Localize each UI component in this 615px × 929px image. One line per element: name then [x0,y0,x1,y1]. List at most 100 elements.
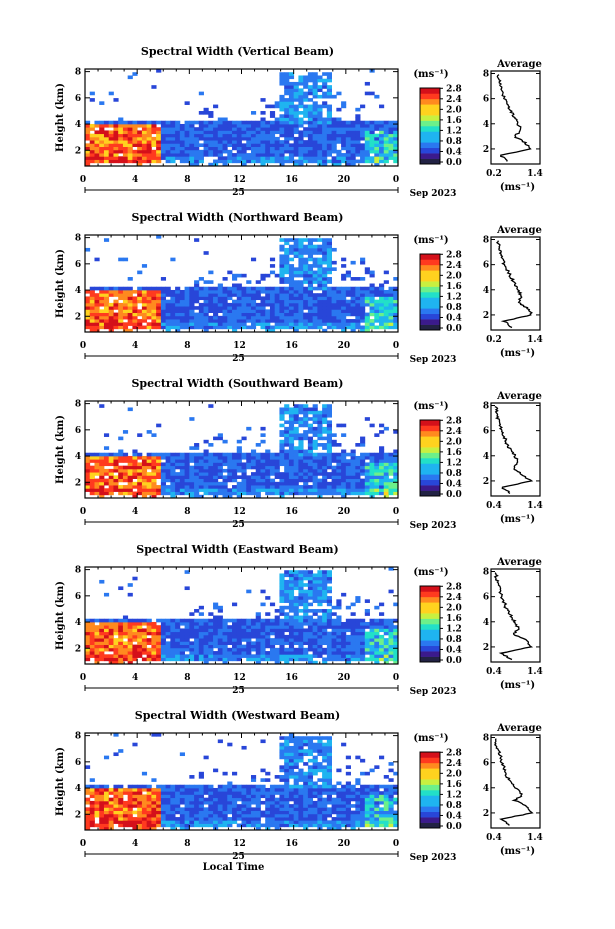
heatmap-cell [85,156,91,160]
heatmap-cell [108,618,114,623]
heatmap-cell [132,127,138,131]
heatmap-cell [198,277,204,281]
heatmap-cell [141,651,148,655]
x-tick-label: 8 [184,341,190,351]
heatmap-cell [113,149,119,154]
heatmap-cell [241,146,247,151]
heatmap-cell [364,153,370,157]
x-tick-label: 12 [233,507,246,517]
heatmap-cell [369,289,375,294]
heatmap-cell [170,823,176,828]
heatmap-cell [279,583,285,587]
heatmap-cell [165,791,171,795]
heatmap-cell [236,136,242,141]
heatmap-cell [284,260,290,265]
heatmap-cell [222,823,228,828]
heatmap-cell [288,319,295,323]
heatmap-cell [170,494,176,499]
heatmap-cell [355,647,361,652]
heatmap-cell [89,804,95,808]
heatmap-cell [288,596,295,600]
heatmap-cell [246,319,252,323]
heatmap-cell [146,804,152,808]
heatmap-cell [141,153,148,157]
heatmap-cell [113,631,119,636]
heatmap-cell [170,817,176,821]
heatmap-cell [203,784,209,789]
heatmap-cell [345,299,351,304]
heatmap-cell [85,315,91,320]
heatmap-cell [388,312,394,317]
heatmap-cell [279,273,285,278]
heatmap-cell [364,488,370,492]
heatmap-cell [279,654,285,658]
heatmap-cell [293,436,299,441]
heatmap-cell [85,130,91,135]
heatmap-cell [113,98,119,102]
heatmap-cell [118,478,124,483]
heatmap-cell [360,130,366,135]
y-axis-label: Height (km) [55,83,66,152]
heatmap-cell [350,299,356,304]
heatmap-cell [274,315,280,320]
heatmap-cell [241,153,247,157]
heatmap-cell [269,136,276,141]
heatmap-cell [298,423,304,428]
heatmap-cell [236,641,242,645]
heatmap-cell [127,791,133,795]
heatmap-cell [303,149,309,154]
heatmap-cell [326,107,332,112]
heatmap-cell [189,481,195,486]
heatmap-cell [99,791,105,795]
heatmap-cell [293,599,299,603]
heatmap-cell [331,312,337,317]
heatmap-cell [232,133,238,138]
heatmap-cell [341,628,347,633]
heatmap-cell [393,651,399,655]
heatmap-cell [274,491,280,496]
heatmap-cell [293,254,299,259]
heatmap-cell [317,107,323,112]
heatmap-cell [151,302,157,307]
heatmap-cell [374,641,380,645]
heatmap-cell [222,462,228,467]
heatmap-cell [213,813,219,818]
heatmap-cell [103,446,110,450]
heatmap-cell [132,618,138,623]
heatmap-cell [127,475,133,479]
heatmap-cell [165,306,171,310]
heatmap-cell [222,485,228,489]
heatmap-cell [350,654,356,658]
heatmap-cell [265,631,271,636]
heatmap-cell [317,306,323,310]
heatmap-cell [141,309,148,313]
heatmap-cell [288,625,295,629]
heatmap-cell [326,247,332,252]
heatmap-cell [322,430,328,434]
heatmap-cell [341,101,347,105]
heatmap-cell [137,651,143,655]
heatmap-cell [236,654,242,658]
heatmap-cell [179,784,185,789]
heatmap-cell [350,621,356,626]
heatmap-cell [94,130,100,135]
heatmap-cell [279,657,285,662]
heatmap-cell [156,791,162,795]
heatmap-cell [160,807,167,811]
heatmap-cell [265,462,271,467]
heatmap-cell [293,104,299,109]
heatmap-cell [341,130,347,135]
heatmap-cell [113,468,119,473]
heatmap-cell [360,647,366,652]
heatmap-cell [288,615,295,620]
heatmap-cell [288,280,295,284]
heatmap-cell [293,573,299,578]
colorbar-band [420,656,440,663]
heatmap-cell [307,319,314,323]
heatmap-cell [113,641,119,645]
heatmap-cell [369,283,375,288]
heatmap-cell [350,634,356,639]
heatmap-cell [94,325,100,330]
heatmap-cell [279,270,285,275]
colorbar-tick-label: 1.2 [446,292,462,302]
